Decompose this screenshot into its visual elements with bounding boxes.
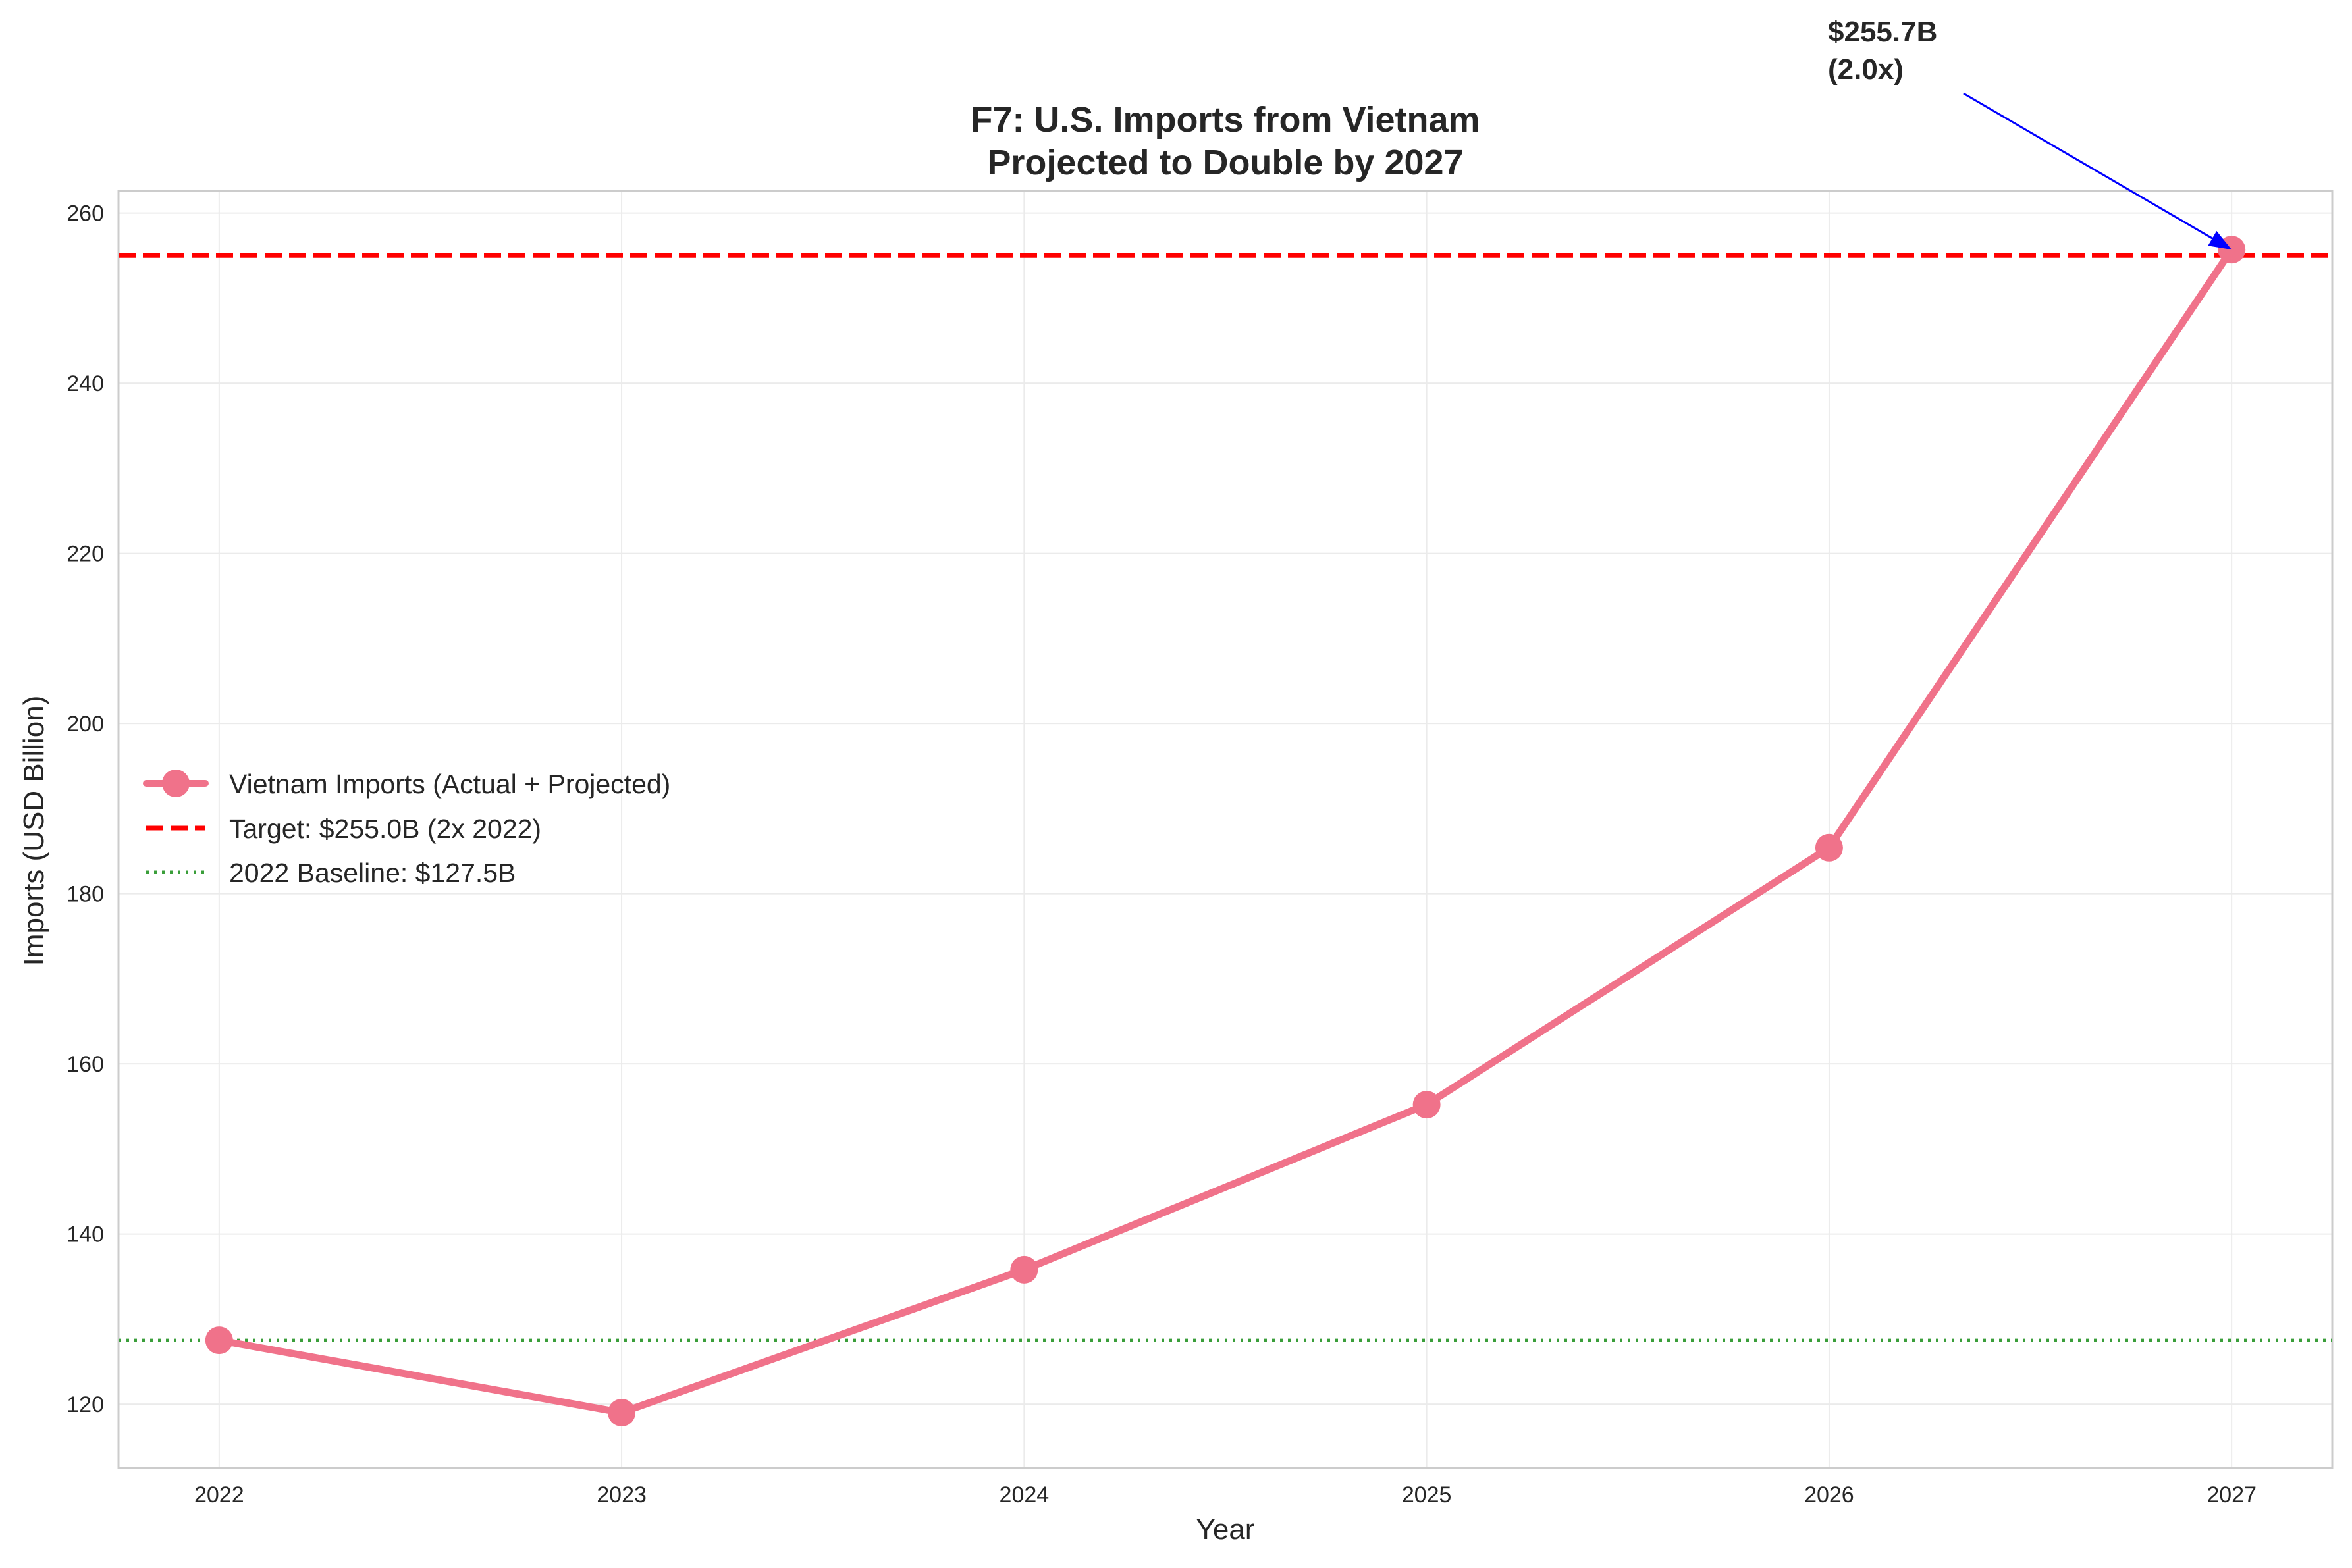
series-lines: [215, 246, 2235, 1417]
annotation-value: $255.7B: [1828, 16, 1937, 48]
data-point-2024: [1010, 1255, 1038, 1284]
series-line-0: [215, 246, 2235, 1417]
annotation-multiplier: (2.0x): [1828, 53, 1904, 86]
x-tick-label-2024: 2024: [1000, 1482, 1050, 1507]
y-tick-label-120: 120: [67, 1392, 104, 1417]
x-axis-ticks: 2022 2023 2024 2025 2026 2027: [194, 1482, 2257, 1507]
y-tick-label-240: 240: [67, 371, 104, 396]
reference-lines: [119, 253, 2332, 1342]
x-tick-label-2027: 2027: [2206, 1482, 2257, 1507]
chart-title-line-2: Projected to Double by 2027: [987, 143, 1463, 182]
grid-lines: [119, 191, 2332, 1468]
data-point-2026: [1815, 833, 1843, 862]
peak-annotation: $255.7B (2.0x): [1828, 16, 2232, 250]
legend: Vietnam Imports (Actual + Projected) Tar…: [143, 769, 670, 888]
annotation-arrow-head: [2208, 230, 2232, 250]
y-axis-label: Imports (USD Billion): [18, 696, 50, 966]
x-tick-label-2022: 2022: [194, 1482, 244, 1507]
legend-label-vietnam-imports: Vietnam Imports (Actual + Projected): [229, 769, 670, 799]
data-point-2025: [1412, 1091, 1441, 1119]
x-tick-label-2023: 2023: [597, 1482, 647, 1507]
y-tick-label-200: 200: [67, 712, 104, 737]
legend-label-baseline: 2022 Baseline: $127.5B: [229, 858, 516, 888]
y-tick-label-260: 260: [67, 201, 104, 226]
plot-area-frame: [117, 190, 2334, 1469]
legend-label-target: Target: $255.0B (2x 2022): [229, 814, 541, 844]
y-tick-label-220: 220: [67, 542, 104, 567]
y-axis-ticks: 120 140 160 180 200 220 240 260: [67, 201, 104, 1417]
y-tick-label-140: 140: [67, 1222, 104, 1247]
data-point-2022: [205, 1326, 233, 1355]
x-axis-label: Year: [1196, 1513, 1255, 1546]
data-point-2023: [608, 1398, 636, 1426]
x-tick-label-2026: 2026: [1804, 1482, 1854, 1507]
y-tick-label-180: 180: [67, 882, 104, 907]
x-tick-label-2025: 2025: [1402, 1482, 1452, 1507]
legend-marker-vietnam-imports: [162, 770, 190, 797]
chart-title-line-1: F7: U.S. Imports from Vietnam: [971, 100, 1480, 140]
annotation-arrow: [1963, 92, 2213, 240]
y-tick-label-160: 160: [67, 1052, 104, 1077]
